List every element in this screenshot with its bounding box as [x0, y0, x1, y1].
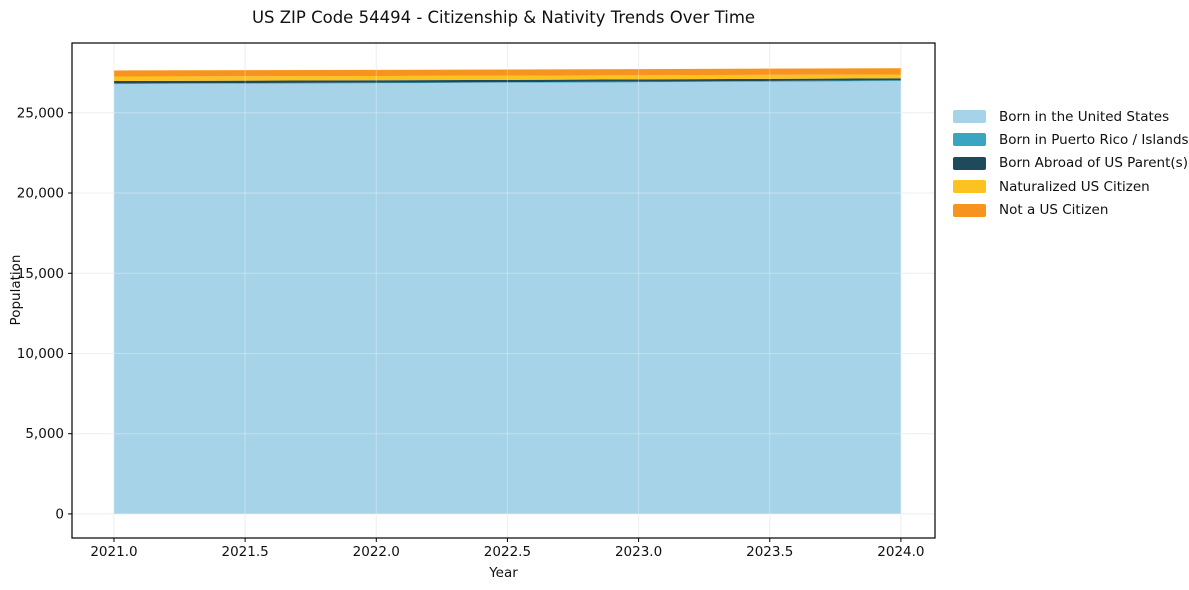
area-series-3: [113, 74, 901, 82]
legend-label: Naturalized US Citizen: [999, 178, 1150, 195]
legend-swatch: [953, 180, 986, 194]
legend-swatch: [953, 110, 986, 123]
x-tick-label: 2023.0: [615, 544, 662, 560]
legend-label: Not a US Citizen: [999, 202, 1109, 219]
gridlines-overlay: [72, 43, 935, 538]
x-tick-label: 2022.0: [353, 544, 400, 560]
legend: Born in the United States Born in Puerto …: [953, 108, 1189, 225]
legend-item: Not a US Citizen: [953, 202, 1189, 219]
legend-item: Born in the United States: [953, 108, 1189, 125]
x-tick-label: 2021.5: [221, 544, 268, 560]
legend-swatch: [953, 203, 986, 217]
y-tick-label: 0: [55, 506, 64, 522]
legend-swatch: [953, 156, 986, 170]
x-tick-label: 2021.0: [90, 544, 137, 560]
chart-title: US ZIP Code 54494 - Citizenship & Nativi…: [251, 8, 756, 27]
axis-tick-labels: 2021.0 2021.5 2022.0 2022.5 2023.0 2023.5 2024…: [17, 105, 925, 560]
y-tick-label: 10,000: [17, 346, 64, 362]
legend-item: Naturalized US Citizen: [953, 178, 1189, 195]
legend-label: Born in Puerto Rico / Islands: [999, 131, 1189, 148]
x-tick-label: 2022.5: [484, 544, 531, 560]
area-series-0: [113, 81, 901, 514]
x-tick-label: 2023.5: [746, 544, 793, 560]
y-tick-label: 20,000: [17, 186, 64, 202]
x-axis-label: Year: [489, 565, 518, 581]
stacked-areas: [113, 68, 901, 514]
y-tick-label: 15,000: [17, 266, 64, 282]
legend-item: Born Abroad of US Parent(s): [953, 155, 1189, 172]
legend-item: Born in Puerto Rico / Islands: [953, 131, 1189, 148]
plot-border: [71, 42, 936, 539]
x-tick-label: 2024.0: [877, 544, 924, 560]
legend-label: Born Abroad of US Parent(s): [999, 155, 1188, 172]
legend-swatch: [953, 133, 986, 147]
axis-ticks: [68, 112, 902, 542]
legend-label: Born in the United States: [999, 108, 1170, 125]
y-tick-label: 5,000: [25, 426, 64, 442]
area-series-2: [113, 78, 901, 84]
area-series-1: [113, 80, 901, 85]
y-tick-label: 25,000: [17, 105, 64, 121]
area-series-4: [113, 68, 901, 77]
